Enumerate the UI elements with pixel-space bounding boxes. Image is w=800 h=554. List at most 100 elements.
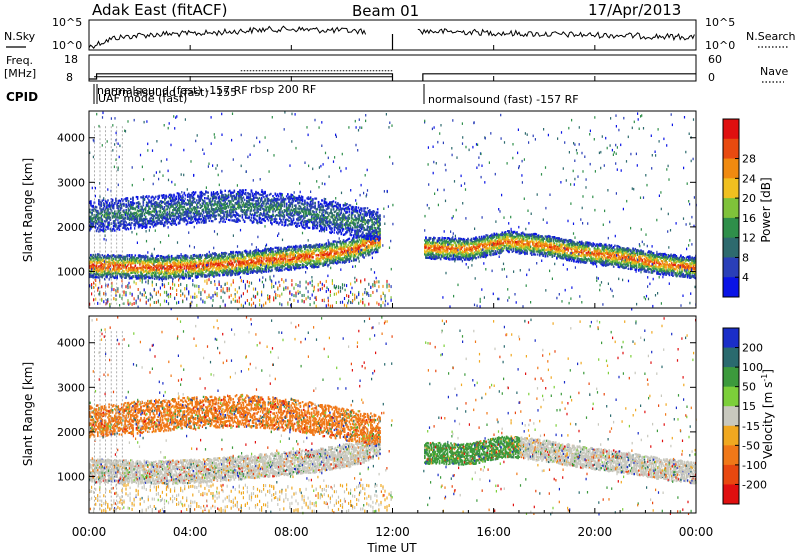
power-cell-320: [115, 258, 117, 261]
power-cell-1312: [197, 269, 199, 272]
power-cell-2794: [320, 246, 322, 249]
power-cell-2328: [281, 260, 283, 263]
power-cell-4266: [485, 238, 487, 241]
power-cell-494: [128, 261, 131, 264]
power-cell-2278: [276, 251, 279, 254]
power-cell-298: [112, 267, 115, 270]
power-cell-4072: [469, 239, 472, 242]
power-cell-4174: [478, 241, 481, 244]
power-cell-3108: [346, 253, 348, 256]
power-cell-3934: [458, 243, 460, 246]
power-cell-4543: [508, 247, 510, 250]
power-cell-569: [135, 277, 138, 280]
power-cell-3119: [347, 247, 349, 250]
power-cell-4545: [508, 241, 510, 244]
power-cell-3010: [338, 247, 340, 251]
power-cell-3606: [430, 245, 433, 249]
power-cell-2986: [336, 251, 338, 254]
power-cell-3019: [339, 245, 341, 248]
power-cell-1732: [231, 251, 233, 254]
power-cell-4160: [477, 239, 480, 242]
power-cell-2922: [330, 243, 332, 246]
power-cell-2848: [324, 243, 327, 246]
power-cell-4268: [486, 249, 489, 252]
power-cell-302: [112, 257, 115, 260]
power-cell-1630: [223, 260, 225, 263]
power-cell-1833: [240, 270, 242, 273]
power-cell-2512: [296, 262, 298, 265]
power-cell-3306: [363, 242, 365, 245]
power-cell-3571: [428, 243, 431, 246]
power-cell-3353: [366, 250, 369, 253]
power-cell-1827: [239, 251, 241, 254]
power-cell-2679: [309, 263, 312, 266]
power-cell-971: [168, 265, 171, 268]
power-cell-3631: [433, 236, 435, 239]
power-cell-3622: [432, 238, 434, 241]
power-cell-2162: [267, 263, 270, 266]
power-cell-821: [156, 276, 158, 279]
power-cell-11: [89, 275, 91, 278]
power-cell-1225: [189, 274, 191, 277]
power-cell-4667: [518, 248, 521, 251]
power-cell-3812: [447, 243, 450, 246]
power-cell-3284: [361, 240, 363, 243]
power-cell-1564: [217, 269, 220, 272]
power-cell-3293: [362, 239, 364, 242]
power-cell-2483: [293, 257, 296, 260]
power-cell-338: [116, 268, 118, 271]
power-cell-725: [148, 261, 150, 264]
power-cell-2395: [287, 261, 289, 264]
power-cell-3498: [378, 244, 380, 247]
power-cell-4418: [498, 242, 500, 245]
power-cell-410: [122, 258, 124, 261]
power-cell-1197: [186, 263, 189, 266]
power-cell-4273: [486, 254, 489, 257]
power-cell-750: [150, 260, 153, 263]
power-cell-4139: [475, 257, 477, 260]
power-cell-1423: [206, 266, 208, 269]
power-cell-2535: [298, 264, 300, 267]
power-cell-4624: [515, 235, 517, 239]
power-cell-617: [139, 277, 141, 280]
power-cell-436: [124, 257, 126, 260]
power-cell-694: [145, 266, 148, 269]
power-cell-1065: [176, 254, 179, 257]
power-cell-1967: [251, 269, 254, 273]
power-cell-1476: [210, 257, 213, 260]
power-cell-974: [168, 258, 171, 261]
power-cell-4246: [484, 242, 486, 245]
power-cell-4659: [518, 243, 521, 246]
power-cell-1812: [238, 270, 240, 273]
power-cell-712: [147, 255, 149, 258]
power-cell-3193: [353, 247, 355, 250]
power-cell-2406: [288, 259, 290, 262]
power-cell-3056: [341, 258, 344, 261]
power-cell-4409: [498, 240, 500, 243]
power-cell-2987: [336, 262, 338, 265]
power-cell-3287: [361, 251, 363, 254]
power-cell-329: [115, 255, 117, 258]
power-cell-2811: [321, 252, 323, 255]
power-cell-245: [108, 260, 110, 263]
power-cell-278: [111, 268, 114, 271]
power-cell-3209: [354, 254, 356, 257]
power-cell-3714: [439, 246, 442, 249]
power-cell-3759: [443, 237, 445, 240]
power-cell-4450: [501, 238, 503, 241]
power-cell-1727: [231, 268, 233, 271]
power-cell-1472: [209, 258, 212, 261]
power-cell-178: [102, 267, 105, 270]
power-cell-4513: [505, 249, 508, 252]
power-cell-1287: [194, 269, 197, 273]
power-cell-2398: [287, 255, 289, 258]
power-cell-2111: [263, 270, 265, 273]
power-cell-1942: [249, 262, 252, 265]
power-cell-2933: [331, 261, 333, 264]
power-cell-3663: [435, 248, 437, 252]
power-cell-3080: [343, 249, 346, 252]
power-cell-3221: [355, 240, 357, 243]
power-cell-2367: [284, 267, 287, 270]
power-cell-2896: [329, 245, 331, 248]
power-cell-4113: [472, 256, 475, 259]
